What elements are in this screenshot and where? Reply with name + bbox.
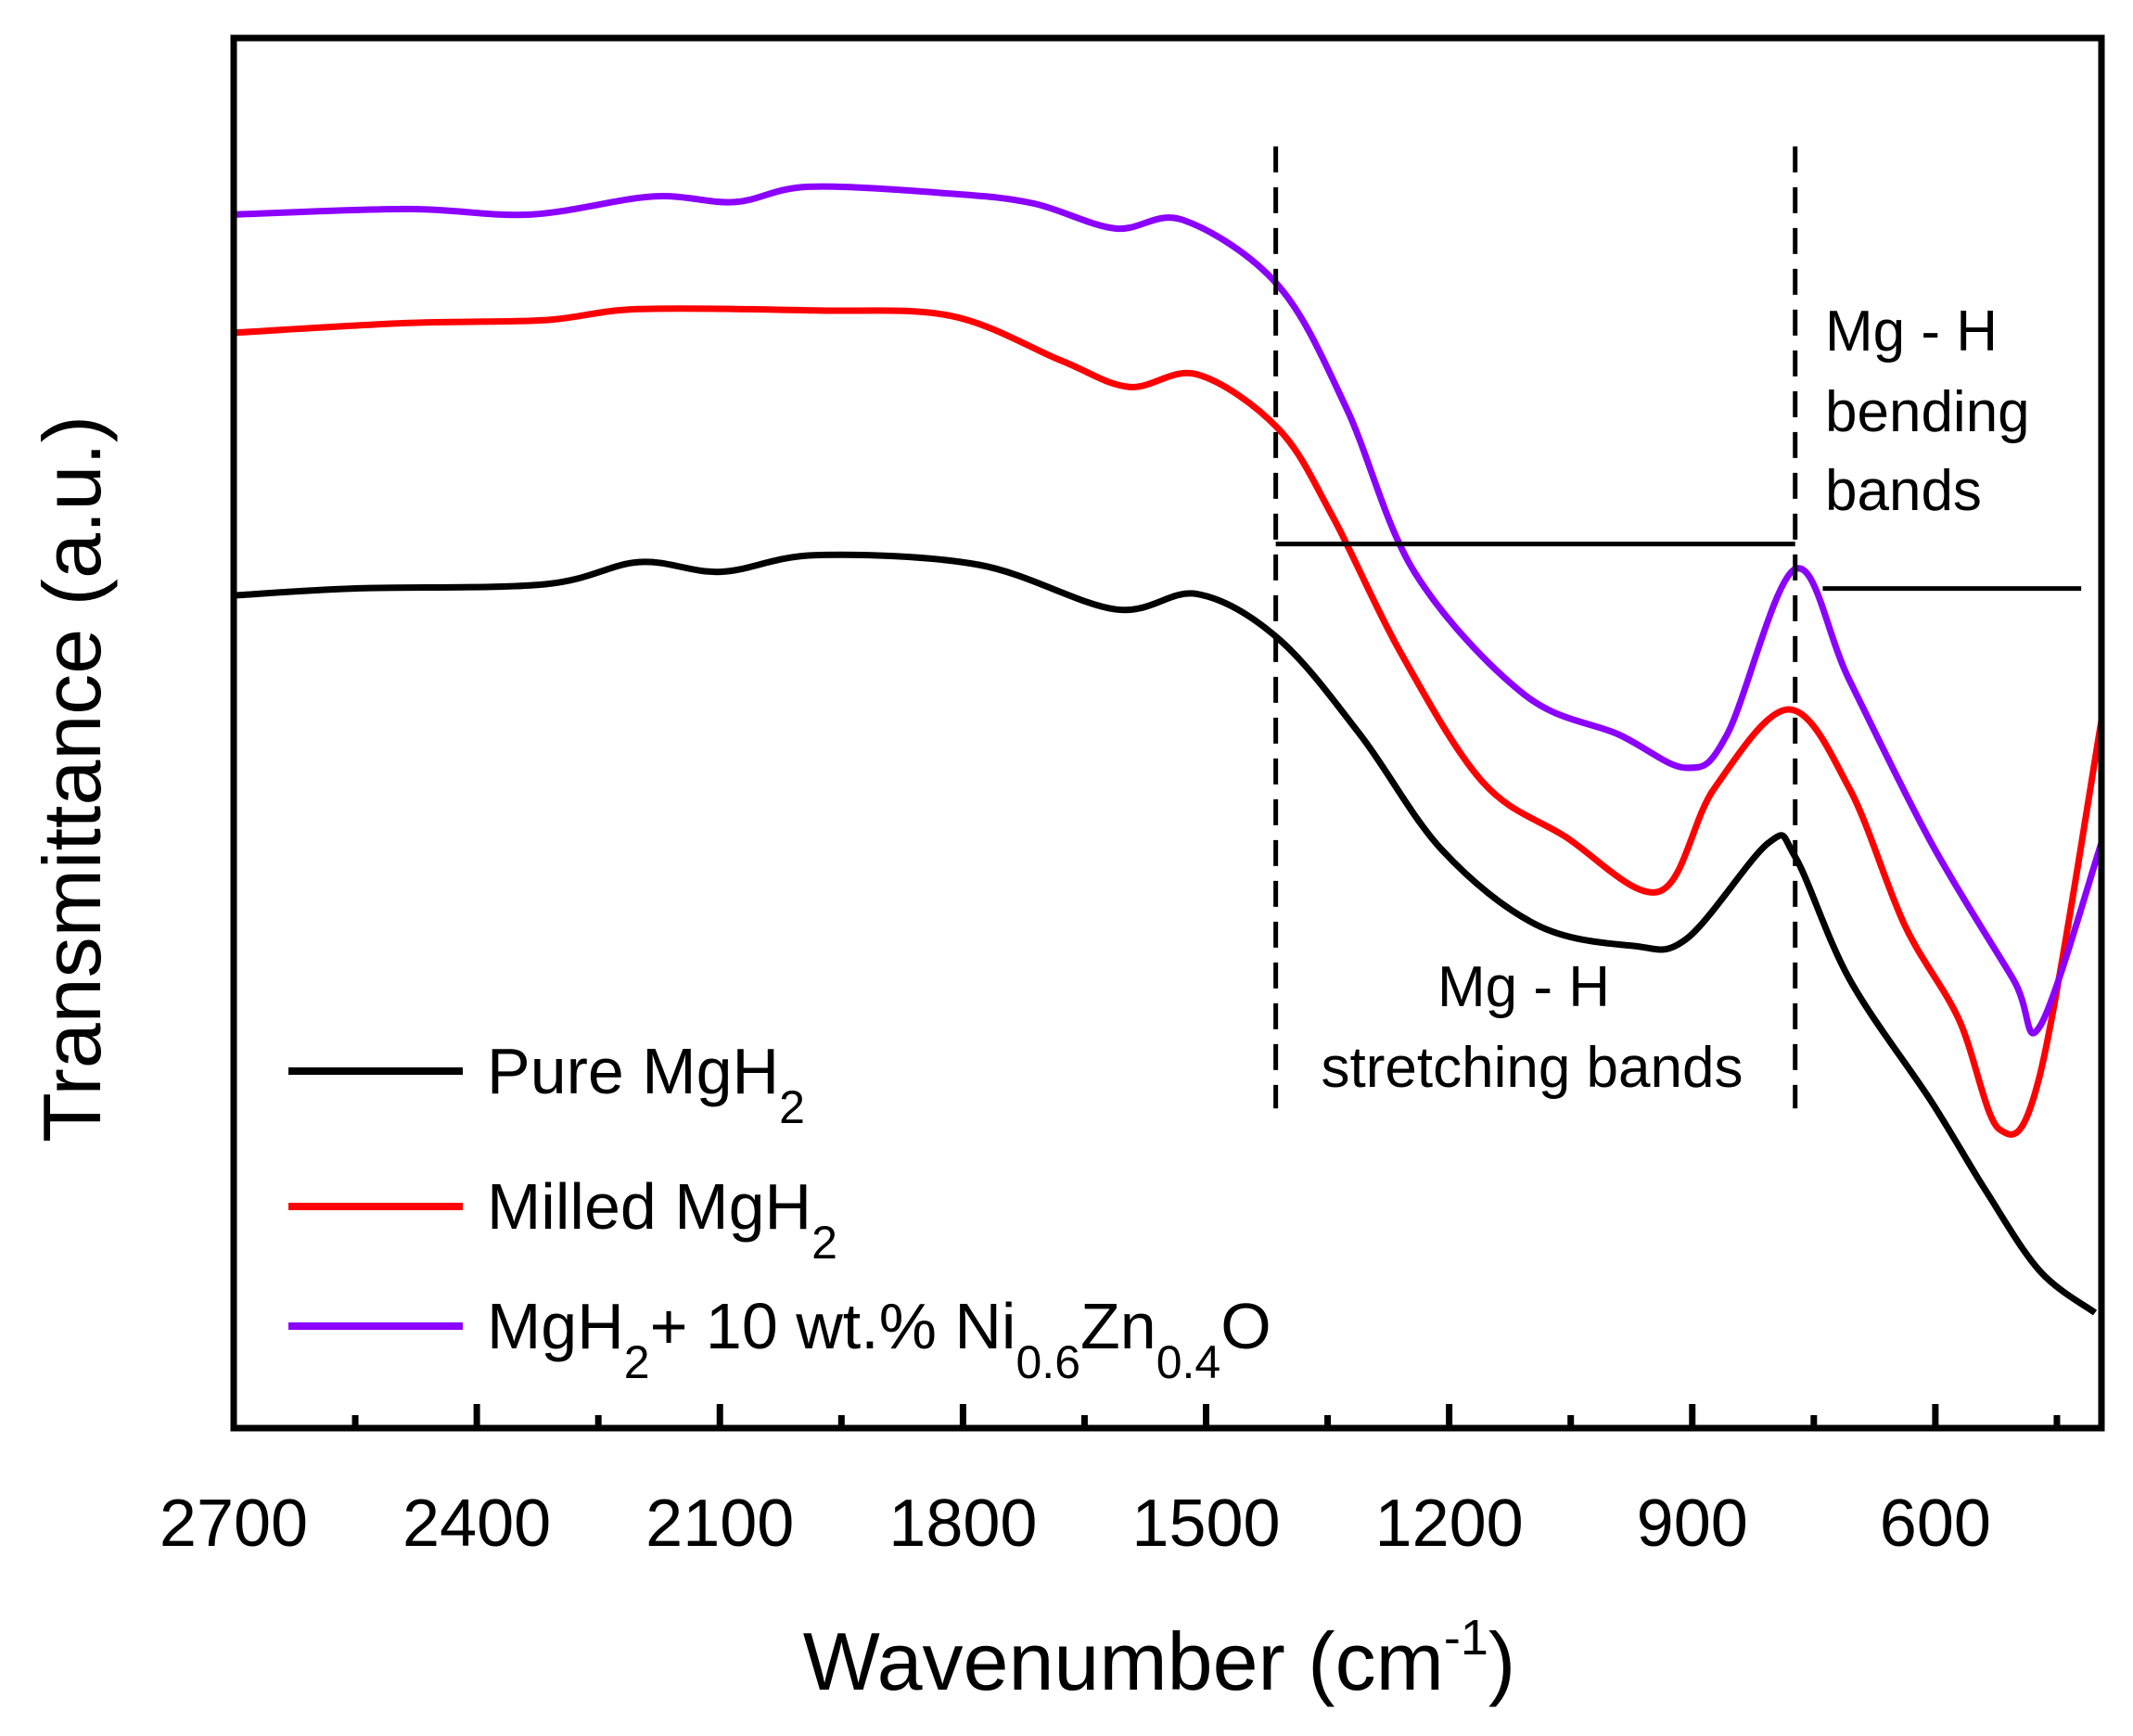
legend-label-part: Zn <box>1080 1290 1156 1362</box>
plot-frame <box>230 34 2105 1432</box>
legend-label-2: MgH2+ 10 wt.% Ni0.6Zn0.4O <box>487 1290 1271 1388</box>
stretching-label-line1: Mg - H <box>1437 955 1610 1019</box>
x-axis-title: Wavenumber (cm-1) <box>803 1610 1515 1707</box>
x-tick-label: 2400 <box>402 1487 551 1561</box>
x-tick-label: 2100 <box>645 1487 794 1561</box>
x-tick-label: 1200 <box>1375 1487 1524 1561</box>
series-line-0 <box>233 551 2098 1316</box>
series-line-2 <box>233 183 2105 1037</box>
legend-label-subscript: 2 <box>811 1217 837 1269</box>
legend-label-part: + 10 wt.% Ni <box>650 1290 1016 1362</box>
legend-label-part: MgH <box>487 1290 624 1362</box>
x-tick-label: 1500 <box>1131 1487 1280 1561</box>
bending-label-line2: bending <box>1825 380 2030 444</box>
x-tick-label: 600 <box>1880 1487 1991 1561</box>
legend-label-subscript: 2 <box>624 1336 650 1388</box>
legend-label-subscript: 2 <box>779 1081 805 1133</box>
bending-label-line3: bands <box>1825 459 1982 523</box>
x-tick-label: 900 <box>1637 1487 1748 1561</box>
x-axis-title-main: Wavenumber (cm <box>803 1615 1444 1707</box>
legend-label-part: O <box>1220 1290 1271 1362</box>
legend-label-part: Milled MgH <box>487 1170 811 1243</box>
legend-label-part: Pure MgH <box>487 1035 779 1107</box>
x-axis-title-sup: -1 <box>1444 1610 1488 1666</box>
y-axis-title: Transmittance (a.u.) <box>26 415 118 1142</box>
x-axis-ticks: 2700 2400 2100 1800 1500 1200 900 600 <box>160 1404 2061 1561</box>
x-tick-label: 1800 <box>888 1487 1037 1561</box>
legend-label-subscript: 0.6 <box>1016 1336 1081 1388</box>
stretching-label-line2: stretching bands <box>1322 1036 1743 1100</box>
legend-label-1: Milled MgH2 <box>487 1170 837 1269</box>
series-layer <box>233 183 2105 1316</box>
annotation-layer: Mg - H stretching bands Mg - H bending b… <box>1273 146 2082 1109</box>
bending-label-line1: Mg - H <box>1825 300 1998 364</box>
x-tick-label: 2700 <box>160 1487 308 1561</box>
legend-label-0: Pure MgH2 <box>487 1035 805 1133</box>
series-line-1 <box>233 305 2105 1138</box>
x-axis-title-end: ) <box>1488 1615 1515 1707</box>
legend-label-subscript: 0.4 <box>1156 1336 1221 1388</box>
